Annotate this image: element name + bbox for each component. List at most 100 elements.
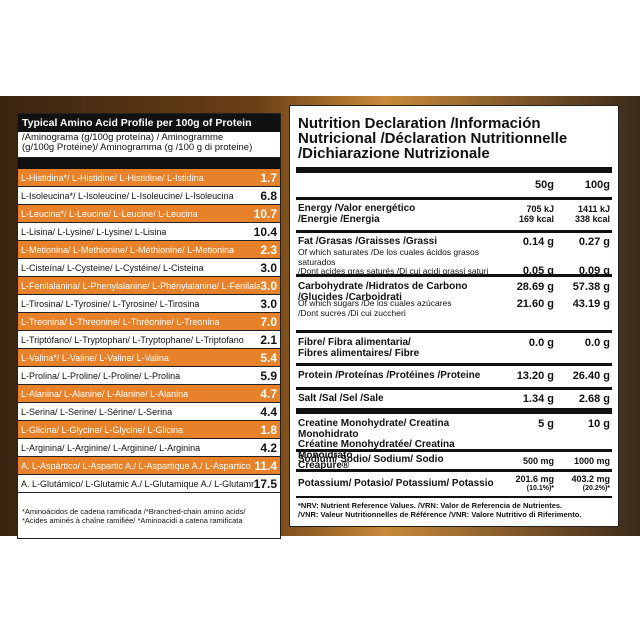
energy-label-2: /Energie /Energia: [298, 213, 380, 225]
creatine-label-3: Creapure®: [298, 460, 350, 471]
amino-row: L-Tirosina/ L-Tyrosine/ L-Tyrosine/ L-Ti…: [18, 295, 280, 313]
fibre-100: 0.0 g: [584, 337, 610, 349]
salt-100: 2.68 g: [578, 392, 610, 405]
amino-value: 1.7: [260, 170, 277, 185]
amino-row: L-Lisina/ L-Lysine/ L-Lysine/ L-Lisina 10…: [18, 223, 280, 241]
protein-50: 13.20 g: [516, 370, 554, 382]
amino-name: L-Glicina/ L-Glycine/ L-Glycine/ L-Glici…: [21, 424, 184, 435]
amino-row: L-Metionina/ L-Methionine/ L-Méthionine/…: [18, 241, 280, 259]
nutrition-title: Nutrition Declaration /Información Nutri…: [296, 106, 612, 173]
amino-row: L-Cisteína/ L-Cysteine/ L-Cystéine/ L-Ci…: [18, 259, 280, 277]
amino-name: L-Triptófano/ L-Tryptophan/ L-Tryptophan…: [21, 334, 244, 345]
creatine-100: 10 g: [587, 418, 610, 430]
protein-label: Protein /Proteínas /Protéines /Proteine: [298, 370, 481, 382]
amino-row: L-Histidina*/ L-Histidine/ L-Histidine/ …: [18, 169, 280, 187]
nutrition-title-line2: Nutricional /Déclaration Nutritionnelle: [298, 130, 568, 147]
amino-subtitle-line1: /Aminograma (g/100g proteína) / Aminogra…: [22, 132, 224, 143]
amino-row: L-Arginina/ L-Arginine/ L-Arginine/ L-Ar…: [18, 439, 280, 457]
amino-row: L-Prolina/ L-Proline/ L-Proline/ L-Proli…: [18, 367, 280, 385]
amino-value: 1.8: [260, 422, 277, 437]
fibre-row: Fibre/ Fibra alimentaria/Fibres alimenta…: [296, 333, 612, 366]
potassium-row: Potassium/ Potasio/ Potassium/ Potassio …: [296, 472, 612, 498]
sodium-row: Sodium/ Sodio/ Sodium/ Sodio 500 mg 1000…: [296, 452, 612, 472]
amino-title: Typical Amino Acid Profile per 100g of P…: [18, 114, 280, 132]
amino-footnote-line1: *Aminoácidos de cadena ramificada /*Bran…: [22, 507, 246, 516]
amino-value: 3.0: [260, 278, 277, 293]
fibre-label: Fibre/ Fibra alimentaria/: [298, 337, 411, 348]
amino-name: A. L-Aspártico/ L-Aspartic A./ L-Asparti…: [21, 460, 251, 471]
fat-label: Fat /Grasas /Graisses /Grassi: [298, 236, 437, 247]
carb-label-2: /Glucides /Carboidrati: [298, 291, 402, 303]
potassium-50: 201.6 mg: [515, 474, 554, 484]
amino-row: L-Fenilalanina/ L-Phenylalanine/ L-Phény…: [18, 277, 280, 295]
energy-label: Energy /Valor energético: [298, 203, 416, 214]
fat-row: Fat /Grasas /Graisses /Grassi 0.14 g 0.2…: [296, 233, 612, 277]
amino-value: 4.4: [260, 404, 277, 419]
fat-50: 0.14 g: [522, 236, 554, 248]
sugars-label: Of which sugars /De los cuales azúcares: [298, 298, 452, 308]
amino-header-bar: [18, 158, 280, 169]
amino-name: L-Cisteína/ L-Cysteine/ L-Cystéine/ L-Ci…: [21, 262, 204, 273]
amino-subtitle: /Aminograma (g/100g proteína) / Aminogra…: [18, 132, 280, 158]
amino-value: 10.7: [253, 206, 277, 221]
carb-label: Carbohydrate /Hidratos de Carbono: [298, 281, 468, 292]
energy-100-kj: 1411 kJ: [577, 204, 610, 214]
amino-footnote-line2: *Acides aminés à chaîne ramifiée/ *Amino…: [22, 516, 243, 525]
saturates-50: 0.05 g: [522, 264, 554, 277]
creatine-50: 5 g: [538, 418, 554, 430]
sodium-100: 1000 mg: [573, 455, 610, 466]
energy-row: Energy /Valor energético/Energie /Energi…: [296, 200, 612, 233]
amino-footnote: *Aminoácidos de cadena ramificada /*Bran…: [18, 493, 280, 525]
sugars-label-2: /Dont sucres /Di cui zuccheri: [298, 307, 406, 318]
amino-row: L-Valina*/ L-Valine/ L-Valine/ L-Valina 5…: [18, 349, 280, 367]
potassium-100-pct: (20.2%)*: [582, 485, 610, 492]
fat-100: 0.27 g: [578, 236, 610, 248]
amino-row: L-Glicina/ L-Glycine/ L-Glycine/ L-Glici…: [18, 421, 280, 439]
energy-50-kcal: 169 kcal: [518, 214, 554, 224]
amino-value: 17.5: [253, 476, 277, 491]
nrv-footnote: *NRV: Nutrient Reference Values. /VRN: V…: [296, 498, 612, 519]
amino-name: L-Metionina/ L-Methionine/ L-Méthionine/…: [21, 244, 235, 255]
amino-value: 3.0: [260, 296, 277, 311]
amino-name: L-Treonina/ L-Threonine/ L-Thréonine/ L-…: [21, 316, 220, 327]
saturates-100: 0.09 g: [578, 264, 610, 277]
creatine-label: Creatine Monohydrate/ Creatina Monohidra…: [298, 418, 450, 440]
amino-value: 2.3: [260, 242, 277, 257]
amino-row: A. L-Glutámico/ L-Glutamic A./ L-Glutami…: [18, 475, 280, 493]
amino-row: L-Serina/ L-Serine/ L-Sérine/ L-Serina 4.…: [18, 403, 280, 421]
amino-name: L-Tirosina/ L-Tyrosine/ L-Tyrosine/ L-Ti…: [21, 298, 200, 309]
saturates-label-2: /Dont acides gras saturés /Di cui acidi …: [298, 266, 489, 276]
amino-acid-panel: Typical Amino Acid Profile per 100g of P…: [17, 113, 281, 539]
salt-50: 1.34 g: [522, 392, 554, 405]
potassium-50-pct: (10.1%)*: [526, 485, 554, 492]
amino-value: 2.1: [260, 332, 277, 347]
amino-value: 7.0: [260, 314, 277, 329]
creatine-row: Creatine Monohydrate/ Creatina Monohidra…: [296, 414, 612, 471]
energy-100-kcal: 338 kcal: [574, 214, 610, 224]
carbohydrate-row: Carbohydrate /Hidratos de Carbono/Glucid…: [296, 277, 612, 333]
amino-value: 11.4: [254, 458, 277, 473]
salt-row: Salt /Sal /Sel /Sale 1.34 g 2.68 g: [296, 390, 612, 414]
amino-name: L-Leucina*/ L-Leucine/ L-Leucine/ L-Leuc…: [21, 208, 198, 219]
sodium-50: 500 mg: [522, 455, 554, 466]
amino-value: 4.2: [260, 440, 277, 455]
nrv-footnote-line1: *NRV: Nutrient Reference Values. /VRN: V…: [298, 501, 563, 510]
amino-row: A. L-Aspártico/ L-Aspartic A./ L-Asparti…: [18, 457, 280, 475]
carb-50: 28.69 g: [516, 281, 554, 293]
carb-100: 57.38 g: [572, 281, 610, 293]
amino-value: 3.0: [260, 260, 277, 275]
protein-100: 26.40 g: [572, 370, 610, 382]
amino-value: 5.4: [260, 350, 277, 365]
nrv-footnote-line2: /VNR: Valeur Nutritionnelles de Référenc…: [298, 510, 582, 519]
amino-name: L-Valina*/ L-Valine/ L-Valine/ L-Valina: [21, 352, 169, 363]
amino-name: L-Lisina/ L-Lysine/ L-Lysine/ L-Lisina: [21, 226, 167, 237]
amino-value: 10.4: [253, 224, 277, 239]
sugars-100: 43.19 g: [572, 298, 610, 310]
amino-name: L-Isoleucina*/ L-Isoleucine/ L-Isoleucin…: [21, 190, 234, 201]
protein-row: Protein /Proteínas /Protéines /Proteine …: [296, 366, 612, 390]
amino-row: L-Alanina/ L-Alanine/ L-Alanine/ L-Alani…: [18, 385, 280, 403]
amino-subtitle-line2: (g/100g Protéine)/ Aminogramma (g /100 g…: [22, 142, 253, 153]
col-50g-header: 50g: [535, 178, 554, 191]
amino-name: L-Serina/ L-Serine/ L-Sérine/ L-Serina: [21, 406, 173, 417]
sodium-label: Sodium/ Sodio/ Sodium/ Sodio: [298, 454, 444, 466]
